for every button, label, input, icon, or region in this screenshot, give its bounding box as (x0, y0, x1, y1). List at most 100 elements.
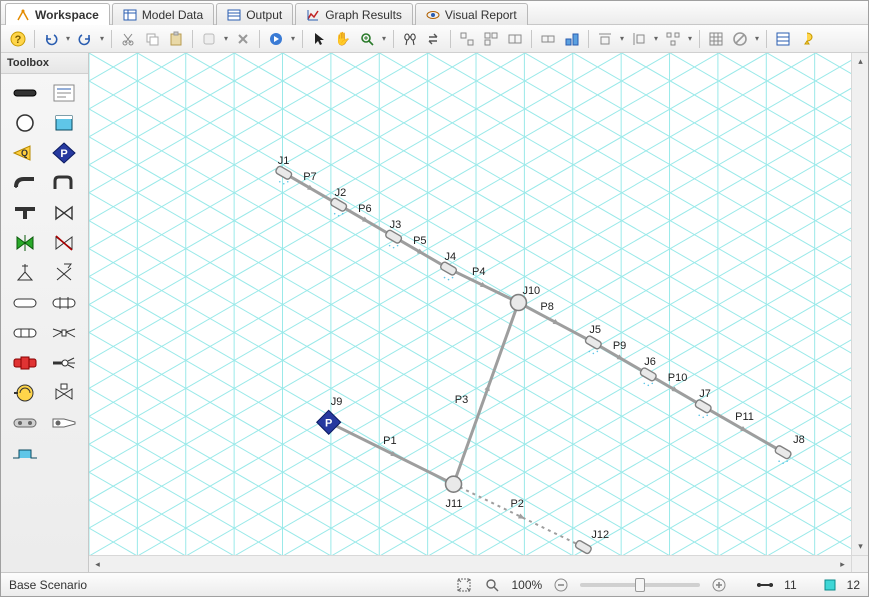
tips-icon[interactable] (796, 28, 818, 50)
svg-text:P: P (325, 417, 332, 429)
tab-label: Graph Results (325, 8, 402, 22)
scroll-up-icon[interactable]: ▴ (852, 53, 868, 70)
undo-icon[interactable] (40, 28, 62, 50)
redo-icon[interactable] (74, 28, 96, 50)
tab-visual-report[interactable]: Visual Report (415, 3, 528, 25)
tool-fire-pump[interactable] (9, 350, 41, 376)
toolbox-grid: Q P (1, 74, 88, 472)
tab-output[interactable]: Output (216, 3, 293, 25)
tool-tee[interactable] (9, 200, 41, 226)
delete-dropdown[interactable]: ▾ (222, 34, 230, 43)
svg-text:P: P (61, 148, 68, 160)
pipe-count-label: 11 (784, 578, 796, 592)
tool-screen[interactable] (9, 320, 41, 346)
tool-venturi[interactable] (48, 320, 80, 346)
app-window: Workspace Model Data Output Graph Result… (0, 0, 869, 597)
diagram-svg: P (89, 53, 868, 572)
vscroll-track[interactable] (852, 70, 868, 538)
redo-dropdown[interactable]: ▾ (98, 34, 106, 43)
tool-centrifugal-pump[interactable] (9, 380, 41, 406)
view-tabs: Workspace Model Data Output Graph Result… (1, 1, 868, 25)
tool-bend[interactable] (48, 170, 80, 196)
layout-tool-3-icon[interactable] (504, 28, 526, 50)
tab-label: Model Data (142, 8, 203, 22)
align-tool-1-icon[interactable] (594, 28, 616, 50)
properties-icon[interactable] (772, 28, 794, 50)
visual-report-icon (426, 8, 440, 22)
copy-icon[interactable] (141, 28, 163, 50)
zoom-slider[interactable] (580, 583, 700, 587)
tool-demand[interactable]: Q (9, 140, 41, 166)
vertical-scrollbar[interactable]: ▴ ▾ (851, 53, 868, 555)
zoom-100-icon[interactable] (483, 576, 501, 594)
fit-extents-icon[interactable] (455, 576, 473, 594)
tool-pipe[interactable] (9, 80, 41, 106)
tab-model-data[interactable]: Model Data (112, 3, 214, 25)
tool-valve[interactable] (48, 200, 80, 226)
scroll-down-icon[interactable]: ▾ (852, 538, 868, 555)
align-tool-2-dropdown[interactable]: ▾ (652, 34, 660, 43)
find-icon[interactable] (399, 28, 421, 50)
align-tool-2-icon[interactable] (628, 28, 650, 50)
tool-spray[interactable] (48, 350, 80, 376)
reverse-icon[interactable] (423, 28, 445, 50)
workspace-canvas[interactable]: P P7P6P5P4P8P9P10P11P1P3P2J1J2J3J4J10J5J… (89, 53, 868, 572)
scroll-corner (851, 555, 868, 572)
tab-workspace[interactable]: Workspace (5, 3, 110, 25)
tool-relief-valve[interactable] (9, 260, 41, 286)
tool-meter[interactable] (9, 410, 41, 436)
tool-elbow[interactable] (9, 170, 41, 196)
svg-text:?: ? (15, 34, 22, 46)
scale-tool-icon[interactable] (561, 28, 583, 50)
pointer-icon[interactable] (308, 28, 330, 50)
junction-count-icon (823, 578, 837, 592)
tool-prv[interactable] (48, 260, 80, 286)
tab-label: Workspace (35, 8, 99, 22)
horizontal-scrollbar[interactable]: ◂ ▸ (89, 555, 851, 572)
grid-tool-icon[interactable] (705, 28, 727, 50)
model-data-icon (123, 8, 137, 22)
delete-icon[interactable] (198, 28, 220, 50)
tool-reservoir[interactable] (9, 110, 41, 136)
tab-graph-results[interactable]: Graph Results (295, 3, 413, 25)
group-tool-icon[interactable] (537, 28, 559, 50)
cut-icon[interactable] (117, 28, 139, 50)
output-icon (227, 8, 241, 22)
distribute-tool-dropdown[interactable]: ▾ (686, 34, 694, 43)
junction-count-label: 12 (847, 578, 860, 592)
tab-label: Output (246, 8, 282, 22)
zoom-icon[interactable] (356, 28, 378, 50)
undo-dropdown[interactable]: ▾ (64, 34, 72, 43)
layout-tool-1-icon[interactable] (456, 28, 478, 50)
zoom-thumb[interactable] (635, 578, 645, 592)
block-tool-dropdown[interactable]: ▾ (753, 34, 761, 43)
pan-icon[interactable]: ✋ (332, 28, 354, 50)
distribute-tool-icon[interactable] (662, 28, 684, 50)
scroll-right-icon[interactable]: ▸ (834, 556, 851, 572)
zoom-dropdown[interactable]: ▾ (380, 34, 388, 43)
tool-heat-exchanger[interactable] (9, 290, 41, 316)
tool-annotation[interactable] (48, 80, 80, 106)
tool-closed-valve[interactable] (48, 230, 80, 256)
svg-text:✋: ✋ (335, 31, 351, 46)
align-tool-1-dropdown[interactable]: ▾ (618, 34, 626, 43)
tool-control-valve[interactable] (48, 380, 80, 406)
pipe-count-icon (756, 579, 774, 591)
zoom-in-button[interactable] (710, 576, 728, 594)
block-tool-icon[interactable] (729, 28, 751, 50)
hscroll-track[interactable] (106, 556, 834, 572)
zoom-out-button[interactable] (552, 576, 570, 594)
layout-tool-2-icon[interactable] (480, 28, 502, 50)
tool-weir[interactable] (9, 440, 41, 466)
help-icon[interactable]: ? (7, 28, 29, 50)
clear-icon[interactable] (232, 28, 254, 50)
tool-tank[interactable] (48, 110, 80, 136)
scroll-left-icon[interactable]: ◂ (89, 556, 106, 572)
run-icon[interactable] (265, 28, 287, 50)
tool-pump[interactable]: P (48, 140, 80, 166)
tool-reducer[interactable] (48, 410, 80, 436)
tool-orifice[interactable] (48, 290, 80, 316)
tool-check-valve[interactable] (9, 230, 41, 256)
run-dropdown[interactable]: ▾ (289, 34, 297, 43)
paste-icon[interactable] (165, 28, 187, 50)
